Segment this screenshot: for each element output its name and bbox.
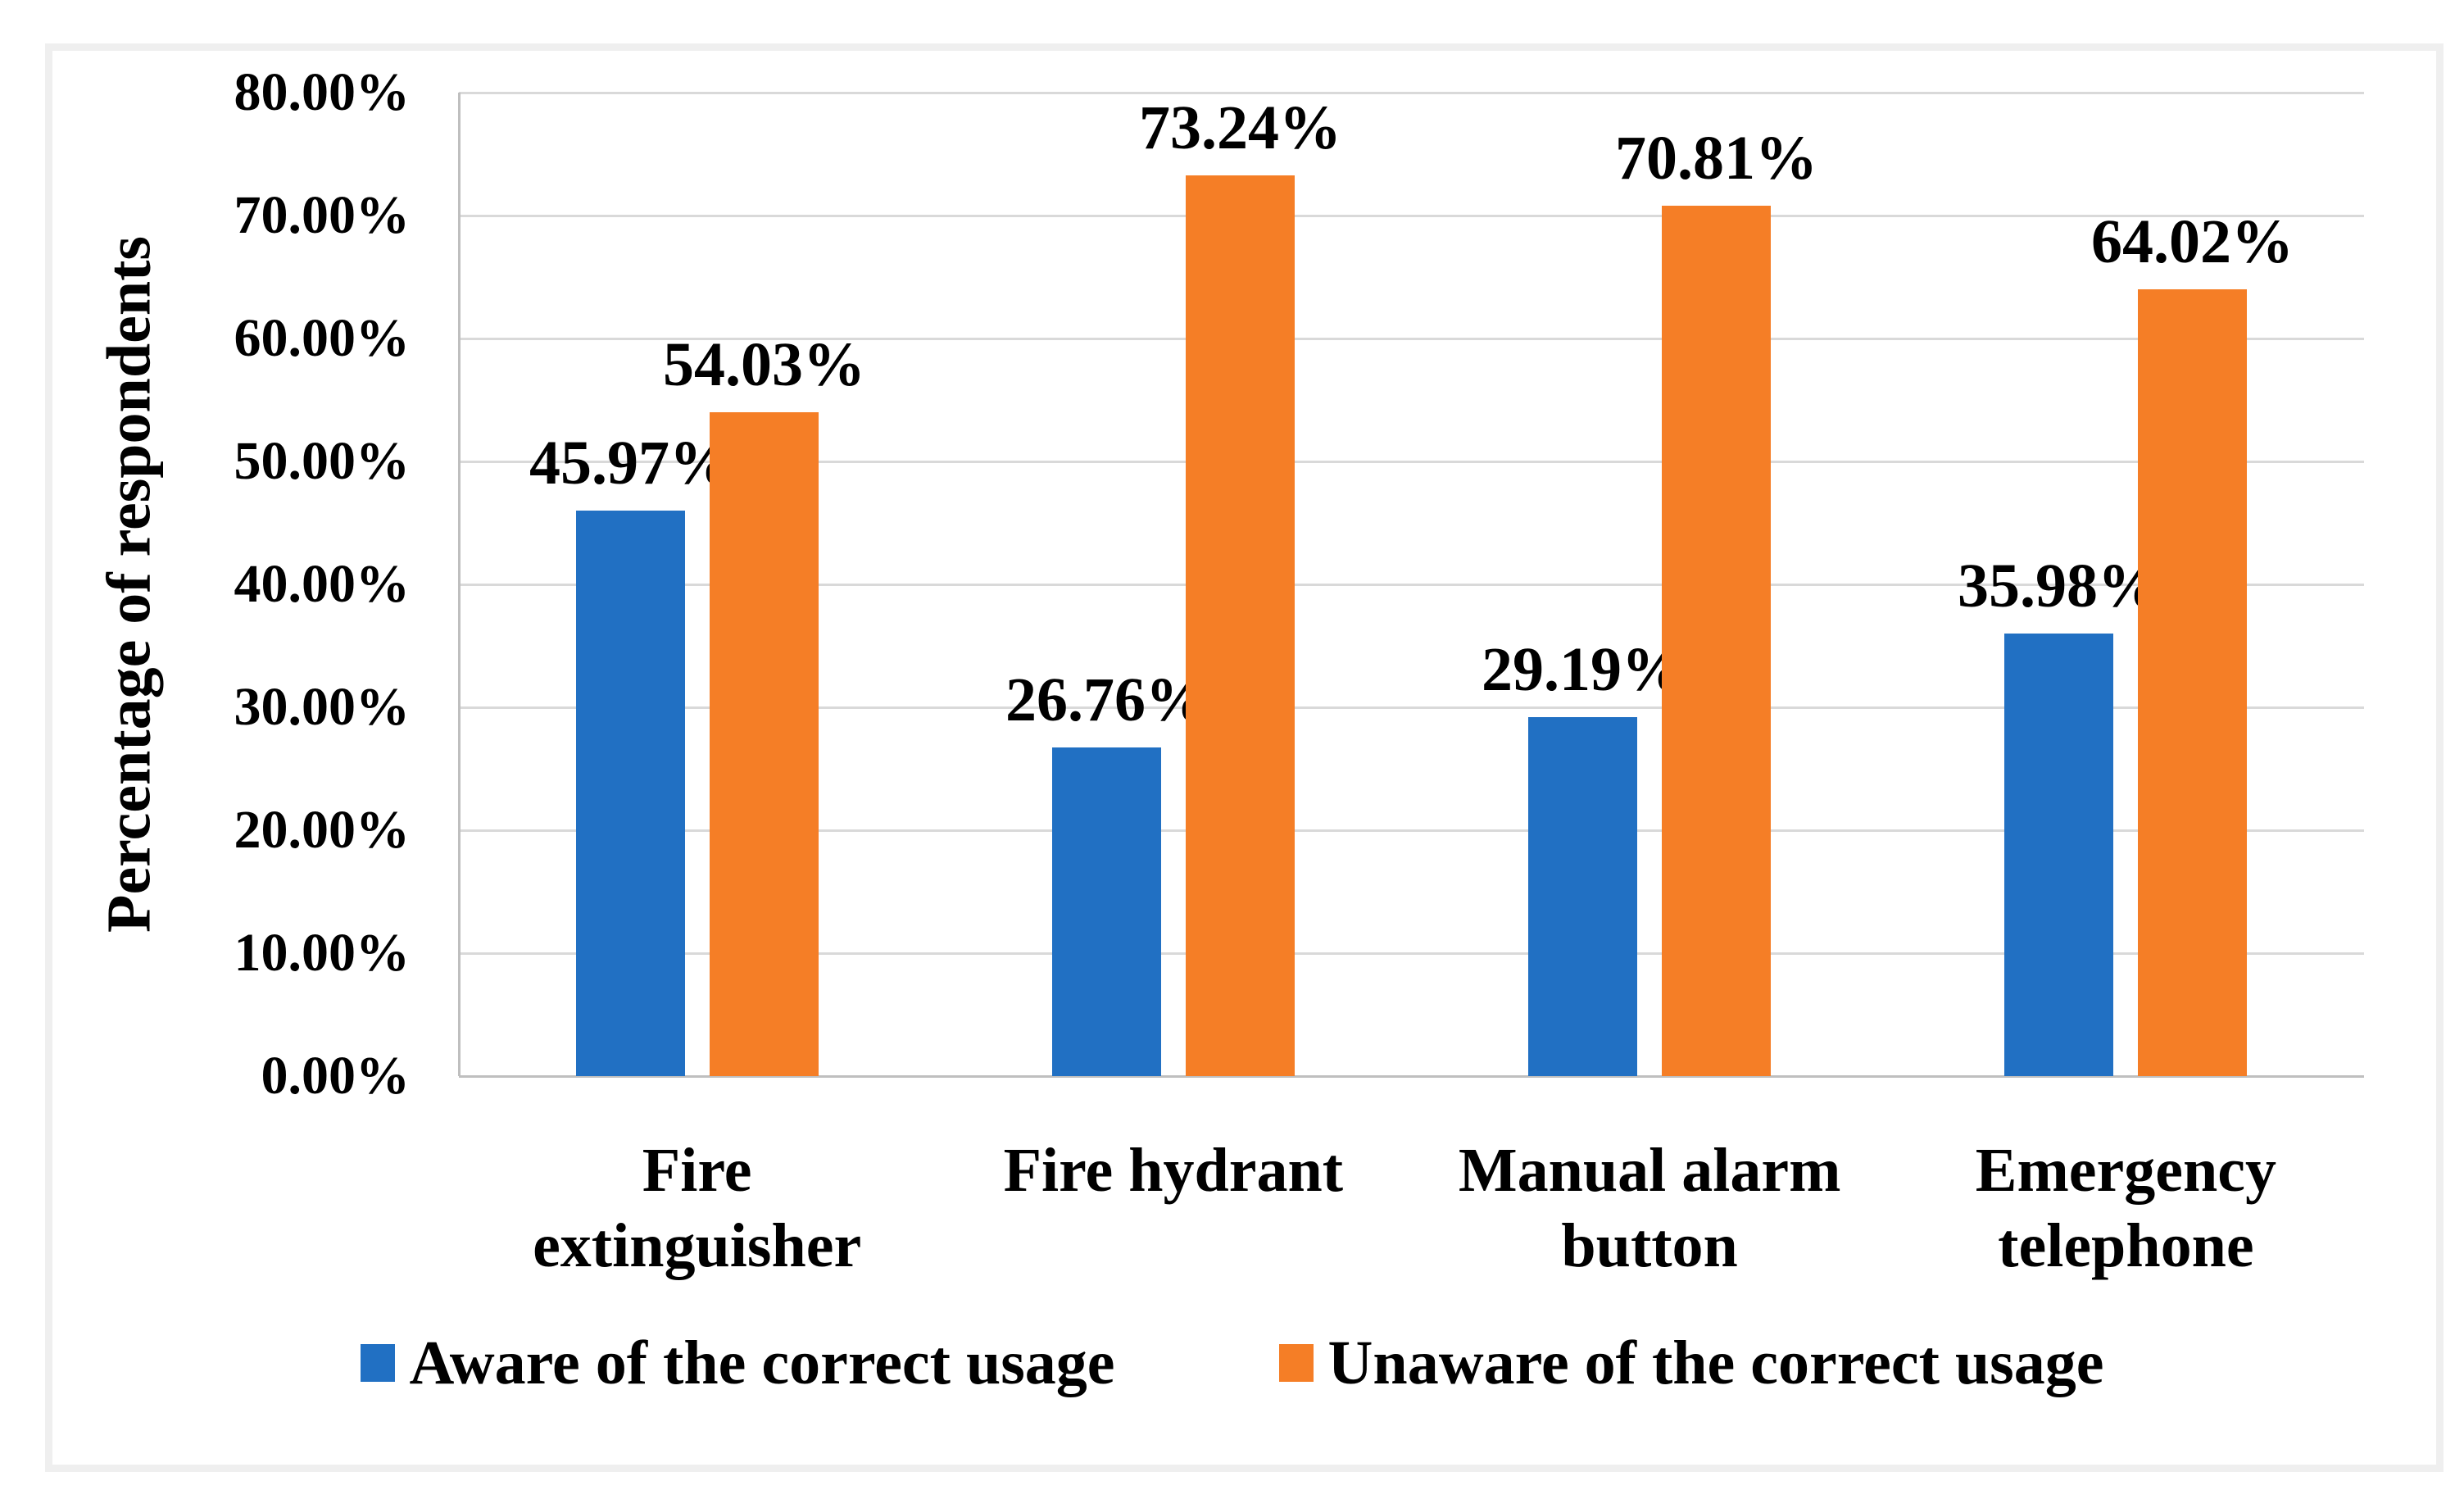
- data-label-aware-emergency-telephone: 35.98%: [1958, 552, 2160, 620]
- data-label-unaware-fire-extinguisher: 54.03%: [663, 330, 865, 399]
- y-tick-label: 10.00%: [234, 923, 411, 983]
- y-axis-line: [458, 93, 461, 1076]
- category-label-manual-alarm-button: Manual alarm button: [1458, 1136, 1841, 1280]
- legend-item-unaware: Unaware of the correct usage: [1278, 1328, 2104, 1399]
- bar-aware-fire-hydrant: [1052, 747, 1161, 1076]
- data-label-aware-fire-hydrant: 26.76%: [1005, 665, 1208, 734]
- gridline: [459, 952, 2364, 955]
- gridline: [459, 706, 2364, 709]
- data-label-unaware-fire-hydrant: 73.24%: [1139, 93, 1341, 162]
- data-label-aware-fire-extinguisher: 45.97%: [529, 429, 732, 497]
- gridline: [459, 461, 2364, 463]
- y-tick-label: 20.00%: [234, 800, 411, 860]
- legend-label: Aware of the correct usage: [409, 1328, 1115, 1397]
- y-tick-label: 30.00%: [234, 677, 411, 737]
- y-tick-label: 60.00%: [234, 308, 411, 368]
- y-tick-label: 70.00%: [234, 185, 411, 245]
- bar-unaware-manual-alarm-button: [1662, 206, 1771, 1076]
- category-label-fire-extinguisher: Fire extinguisher: [533, 1136, 862, 1280]
- data-label-unaware-emergency-telephone: 64.02%: [2091, 207, 2294, 276]
- gridline: [459, 338, 2364, 340]
- x-axis-line: [459, 1075, 2364, 1078]
- bar-unaware-fire-hydrant: [1186, 175, 1295, 1076]
- figure-border: [45, 43, 2444, 1472]
- data-label-aware-manual-alarm-button: 29.19%: [1482, 635, 1684, 704]
- y-tick-label: 0.00%: [261, 1046, 411, 1106]
- legend-item-aware: Aware of the correct usage: [360, 1328, 1115, 1399]
- gridline: [459, 584, 2364, 586]
- bar-aware-emergency-telephone: [2004, 634, 2113, 1076]
- legend-label: Unaware of the correct usage: [1327, 1328, 2104, 1397]
- legend: Aware of the correct usage Unaware of the…: [0, 1318, 2464, 1408]
- data-label-unaware-manual-alarm-button: 70.81%: [1615, 124, 1817, 193]
- legend-swatch-aware: [360, 1344, 395, 1382]
- y-tick-label: 80.00%: [234, 62, 411, 122]
- gridline: [459, 215, 2364, 217]
- bar-aware-manual-alarm-button: [1528, 717, 1637, 1076]
- legend-swatch-unaware: [1278, 1344, 1314, 1382]
- category-label-emergency-telephone: Emergency telephone: [1975, 1136, 2276, 1280]
- bar-unaware-emergency-telephone: [2138, 289, 2247, 1076]
- category-label-fire-hydrant: Fire hydrant: [1003, 1136, 1344, 1205]
- y-tick-label: 40.00%: [234, 554, 411, 614]
- gridline: [459, 829, 2364, 832]
- bar-aware-fire-extinguisher: [576, 511, 685, 1076]
- y-tick-label: 50.00%: [234, 431, 411, 491]
- gridline: [459, 92, 2364, 94]
- bar-unaware-fire-extinguisher: [710, 412, 819, 1076]
